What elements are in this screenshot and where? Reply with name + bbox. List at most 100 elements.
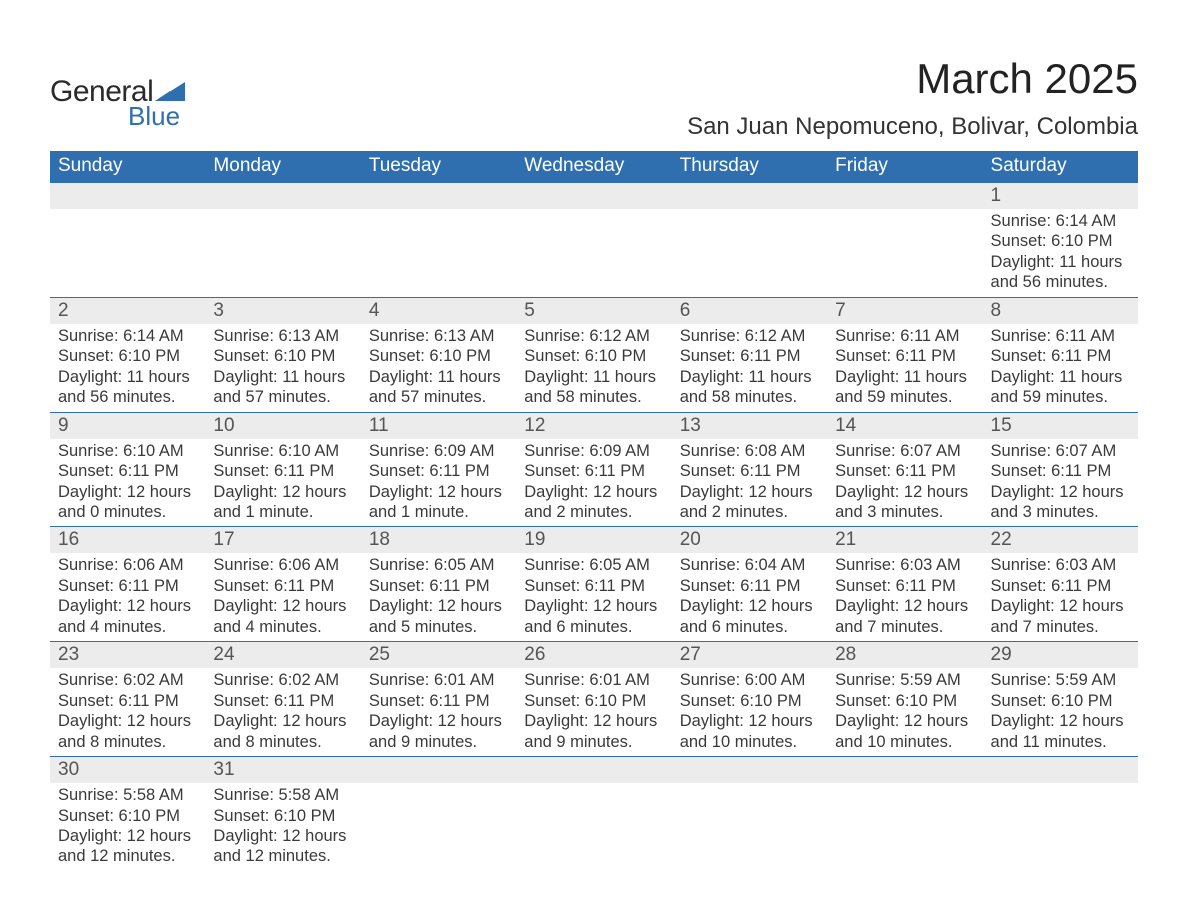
day-ss: Sunset: 6:10 PM — [991, 691, 1130, 711]
day-number-cell: 13 — [672, 413, 827, 439]
day-cell: Sunrise: 5:58 AMSunset: 6:10 PMDaylight:… — [205, 783, 360, 871]
day-sr: Sunrise: 6:13 AM — [213, 326, 352, 346]
day-d1: Daylight: 12 hours — [680, 711, 819, 731]
day-d1: Daylight: 11 hours — [58, 367, 197, 387]
day-d1: Daylight: 12 hours — [991, 711, 1130, 731]
day-ss: Sunset: 6:11 PM — [213, 691, 352, 711]
day-cell — [827, 783, 982, 871]
day-sr: Sunrise: 6:09 AM — [524, 441, 663, 461]
day-cell: Sunrise: 6:01 AMSunset: 6:11 PMDaylight:… — [361, 668, 516, 756]
day-number-cell: 9 — [50, 413, 205, 439]
week-daynum-row: 23242526272829 — [50, 642, 1138, 668]
day-d1: Daylight: 12 hours — [58, 596, 197, 616]
day-number-cell: 28 — [827, 642, 982, 668]
week-data-row: Sunrise: 5:58 AMSunset: 6:10 PMDaylight:… — [50, 783, 1138, 871]
day-d2: and 9 minutes. — [369, 732, 508, 752]
day-sr: Sunrise: 6:10 AM — [58, 441, 197, 461]
day-d1: Daylight: 11 hours — [991, 252, 1130, 272]
day-number-cell: 14 — [827, 413, 982, 439]
day-sr: Sunrise: 5:59 AM — [835, 670, 974, 690]
day-ss: Sunset: 6:11 PM — [369, 576, 508, 596]
day-number-cell: 29 — [983, 642, 1138, 668]
day-sr: Sunrise: 6:05 AM — [369, 555, 508, 575]
day-cell: Sunrise: 6:06 AMSunset: 6:11 PMDaylight:… — [50, 553, 205, 641]
day-number-cell: 8 — [983, 298, 1138, 324]
day-number-cell: 20 — [672, 527, 827, 553]
day-d2: and 1 minute. — [369, 502, 508, 522]
day-d2: and 6 minutes. — [680, 617, 819, 637]
day-number-cell: 22 — [983, 527, 1138, 553]
day-sr: Sunrise: 6:10 AM — [213, 441, 352, 461]
day-number-cell: 3 — [205, 298, 360, 324]
day-cell — [827, 209, 982, 297]
week-daynum-row: 16171819202122 — [50, 527, 1138, 553]
day-sr: Sunrise: 6:11 AM — [991, 326, 1130, 346]
day-d1: Daylight: 12 hours — [680, 482, 819, 502]
day-d2: and 12 minutes. — [58, 846, 197, 866]
day-number-cell: 21 — [827, 527, 982, 553]
day-d1: Daylight: 11 hours — [680, 367, 819, 387]
day-sr: Sunrise: 5:58 AM — [58, 785, 197, 805]
day-cell: Sunrise: 6:14 AMSunset: 6:10 PMDaylight:… — [983, 209, 1138, 297]
title-block: March 2025 San Juan Nepomuceno, Bolivar,… — [687, 55, 1138, 147]
week-daynum-row: 3031 — [50, 757, 1138, 783]
day-d2: and 3 minutes. — [835, 502, 974, 522]
day-cell — [361, 783, 516, 871]
day-d1: Daylight: 12 hours — [991, 596, 1130, 616]
day-ss: Sunset: 6:11 PM — [991, 461, 1130, 481]
day-number-cell: 19 — [516, 527, 671, 553]
day-cell: Sunrise: 6:10 AMSunset: 6:11 PMDaylight:… — [205, 439, 360, 527]
day-sr: Sunrise: 6:03 AM — [835, 555, 974, 575]
day-number-cell — [672, 183, 827, 209]
week-data-row: Sunrise: 6:14 AMSunset: 6:10 PMDaylight:… — [50, 324, 1138, 412]
day-d1: Daylight: 12 hours — [213, 596, 352, 616]
day-d1: Daylight: 12 hours — [680, 596, 819, 616]
day-sr: Sunrise: 6:00 AM — [680, 670, 819, 690]
day-ss: Sunset: 6:11 PM — [58, 691, 197, 711]
day-d2: and 0 minutes. — [58, 502, 197, 522]
day-sr: Sunrise: 6:11 AM — [835, 326, 974, 346]
week-data-row: Sunrise: 6:14 AMSunset: 6:10 PMDaylight:… — [50, 209, 1138, 297]
day-header: Monday — [205, 151, 360, 183]
day-number-cell — [516, 183, 671, 209]
day-number-cell: 18 — [361, 527, 516, 553]
day-number-cell: 31 — [205, 757, 360, 783]
page-title: March 2025 — [687, 55, 1138, 103]
day-cell: Sunrise: 5:58 AMSunset: 6:10 PMDaylight:… — [50, 783, 205, 871]
day-ss: Sunset: 6:11 PM — [680, 576, 819, 596]
day-ss: Sunset: 6:11 PM — [58, 576, 197, 596]
day-ss: Sunset: 6:11 PM — [680, 346, 819, 366]
day-ss: Sunset: 6:10 PM — [524, 691, 663, 711]
day-header: Friday — [827, 151, 982, 183]
day-sr: Sunrise: 6:07 AM — [835, 441, 974, 461]
week-daynum-row: 2345678 — [50, 298, 1138, 324]
day-number-cell — [827, 183, 982, 209]
day-ss: Sunset: 6:10 PM — [680, 691, 819, 711]
day-number-cell — [361, 757, 516, 783]
day-number-cell — [672, 757, 827, 783]
day-d2: and 4 minutes. — [213, 617, 352, 637]
day-number-cell: 6 — [672, 298, 827, 324]
day-d2: and 3 minutes. — [991, 502, 1130, 522]
day-d2: and 57 minutes. — [369, 387, 508, 407]
day-cell: Sunrise: 6:00 AMSunset: 6:10 PMDaylight:… — [672, 668, 827, 756]
day-d1: Daylight: 11 hours — [524, 367, 663, 387]
day-d2: and 5 minutes. — [369, 617, 508, 637]
day-d1: Daylight: 12 hours — [524, 482, 663, 502]
week-data-row: Sunrise: 6:10 AM Sunset: 6:11 PM Daylight:… — [50, 439, 1138, 527]
day-header: Sunday — [50, 151, 205, 183]
day-ss: Sunset: 6:10 PM — [213, 806, 352, 826]
day-sr: Sunrise: 6:06 AM — [58, 555, 197, 575]
day-cell — [672, 783, 827, 871]
day-d2: and 11 minutes. — [991, 732, 1130, 752]
day-ss: Sunset: 6:10 PM — [835, 691, 974, 711]
day-header: Wednesday — [516, 151, 671, 183]
day-header: Saturday — [983, 151, 1138, 183]
day-sr: Sunrise: 6:14 AM — [991, 211, 1130, 231]
day-sr: Sunrise: 6:02 AM — [58, 670, 197, 690]
day-d2: and 2 minutes. — [680, 502, 819, 522]
day-cell: Sunrise: 6:10 AMSunset: 6:11 PMDaylight:… — [50, 439, 205, 527]
day-cell — [516, 209, 671, 297]
week-data-row: Sunrise: 6:02 AMSunset: 6:11 PMDaylight:… — [50, 668, 1138, 756]
day-header: Tuesday — [361, 151, 516, 183]
